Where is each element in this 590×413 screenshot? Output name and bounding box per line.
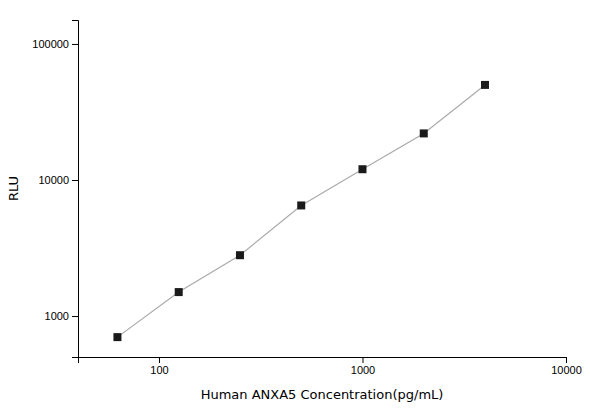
- point: [175, 288, 183, 296]
- x-tick-label: 100: [150, 364, 168, 376]
- point: [481, 81, 489, 89]
- y-axis: 1000 10000 100000: [32, 21, 78, 358]
- y-tick: 100000: [32, 38, 78, 50]
- point: [358, 165, 366, 173]
- x-axis: 100 1000 10000: [79, 357, 582, 376]
- marks: [113, 81, 489, 341]
- x-tick-label: 10000: [551, 364, 582, 376]
- y-tick-mark: [72, 44, 78, 45]
- y-axis-title: RLU: [6, 176, 21, 201]
- y-tick-mark: [72, 180, 78, 181]
- x-tick: 1000: [351, 357, 375, 376]
- y-tick-mark: [72, 316, 78, 317]
- y-tick-label: 10000: [38, 174, 69, 186]
- chart: 100 1000 10000 1000 10000 100000 Human ANXA5 C…: [0, 0, 590, 413]
- x-tick-mark: [566, 357, 567, 363]
- x-tick-label: 1000: [351, 364, 375, 376]
- point: [113, 333, 121, 341]
- y-axis-line: [72, 21, 79, 358]
- line: [117, 85, 485, 337]
- y-tick-label: 1000: [45, 310, 69, 322]
- x-tick: 10000: [551, 357, 582, 376]
- x-tick: 100: [150, 357, 168, 376]
- y-tick: 1000: [45, 310, 78, 322]
- y-tick: 10000: [38, 174, 78, 186]
- x-axis-line: [79, 358, 567, 364]
- point: [297, 201, 305, 209]
- x-axis-title: Human ANXA5 Concentration(pg/mL): [201, 387, 444, 402]
- x-tick-mark: [362, 357, 363, 363]
- point: [420, 129, 428, 137]
- point: [236, 251, 244, 259]
- x-tick-mark: [159, 357, 160, 363]
- plot-area: 100 1000 10000 1000 10000 100000: [32, 21, 582, 376]
- y-tick-label: 100000: [32, 38, 69, 50]
